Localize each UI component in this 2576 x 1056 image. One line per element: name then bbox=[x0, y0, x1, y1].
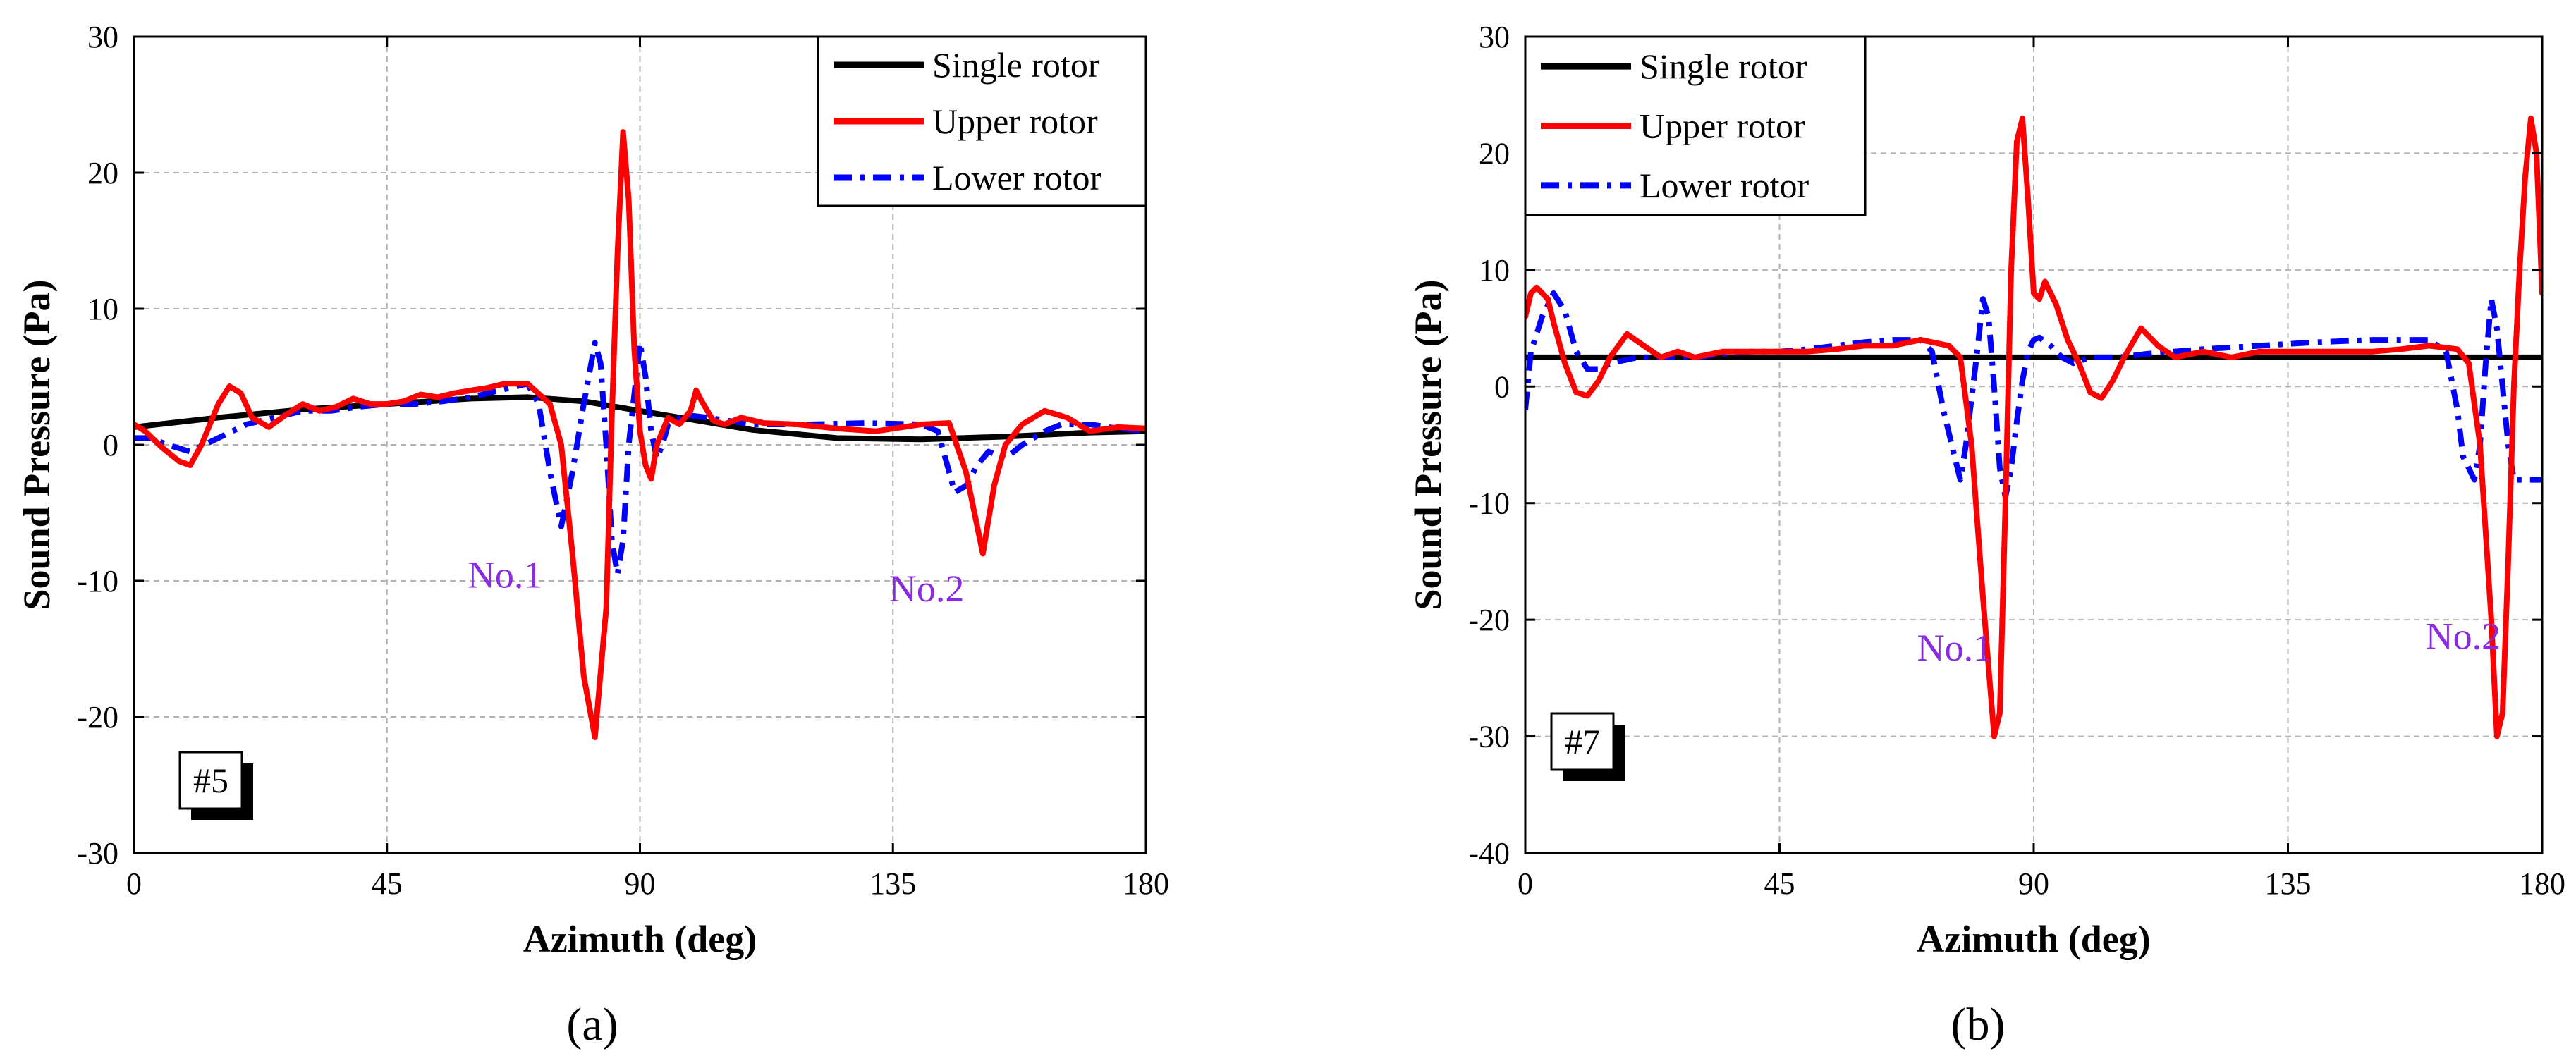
y-axis-label: Sound Pressure (Pa) bbox=[16, 279, 58, 610]
legend-label-single-rotor: Single rotor bbox=[932, 45, 1100, 85]
x-tick-label: 45 bbox=[372, 866, 403, 901]
x-axis-label: Azimuth (deg) bbox=[523, 918, 757, 960]
series-group bbox=[134, 129, 1146, 740]
panel-b-label: (b) bbox=[1951, 999, 2006, 1050]
series-group bbox=[1525, 115, 2542, 739]
y-tick-label: -20 bbox=[1468, 603, 1510, 637]
case-tag-box bbox=[178, 751, 243, 810]
x-axis-label: Azimuth (deg) bbox=[1917, 918, 2150, 960]
y-tick-label: -30 bbox=[1468, 720, 1510, 754]
annotation-no1: No.1 bbox=[468, 554, 543, 596]
legend-label-single-rotor: Single rotor bbox=[1640, 47, 1807, 86]
x-tick-label: 135 bbox=[2265, 866, 2312, 901]
y-tick-label: -40 bbox=[1468, 836, 1510, 871]
chart-panel-a: 0 45 90 135 180 -30 -20 -10 0 10 20 30 Azimuth (deg)… bbox=[16, 20, 1169, 960]
y-tick-label: 30 bbox=[87, 20, 118, 54]
x-tick-label: 180 bbox=[2519, 866, 2565, 901]
series-line-upper-rotor bbox=[134, 129, 1146, 740]
y-tick-label: -20 bbox=[77, 700, 118, 735]
chart-panel-b: 0 45 90 135 180 -40 -30 -20 -10 0 10 20 30 Azimuth (d… bbox=[1407, 20, 2565, 960]
panel-a-label: (a) bbox=[566, 999, 618, 1050]
y-tick-label: 20 bbox=[87, 156, 118, 190]
legend-label-upper-rotor: Upper rotor bbox=[1640, 106, 1805, 146]
y-tick-label: -30 bbox=[77, 836, 118, 871]
annotation-no2: No.2 bbox=[2426, 615, 2501, 658]
x-tick-label: 180 bbox=[1123, 866, 1169, 901]
legend-label-upper-rotor: Upper rotor bbox=[932, 102, 1098, 141]
series-line-lower-rotor bbox=[134, 340, 1146, 577]
series-line-upper-rotor bbox=[1525, 115, 2542, 739]
y-tick-label: 20 bbox=[1479, 136, 1510, 171]
x-tick-label: 0 bbox=[126, 866, 142, 901]
x-tick-label: 90 bbox=[625, 866, 656, 901]
series-line-lower-rotor bbox=[1525, 290, 2542, 501]
y-tick-label: -10 bbox=[1468, 486, 1510, 521]
y-axis-label: Sound Pressure (Pa) bbox=[1407, 279, 1449, 610]
y-tick-label: 30 bbox=[1479, 20, 1510, 54]
case-tag-box bbox=[1550, 712, 1615, 771]
legend-label-lower-rotor: Lower rotor bbox=[932, 158, 1102, 197]
x-tick-label: 135 bbox=[869, 866, 916, 901]
annotation-no2: No.2 bbox=[889, 567, 965, 610]
y-tick-label: 0 bbox=[103, 428, 118, 462]
case-tag: #7 bbox=[1565, 722, 1600, 761]
y-tick-label: 10 bbox=[87, 292, 118, 326]
legend-label-lower-rotor: Lower rotor bbox=[1640, 166, 1809, 205]
y-tick-label: -10 bbox=[77, 564, 118, 598]
y-tick-label: 10 bbox=[1479, 253, 1510, 288]
y-tick-label: 0 bbox=[1494, 369, 1510, 404]
annotation-no1: No.1 bbox=[1917, 627, 1993, 669]
x-tick-label: 90 bbox=[2018, 866, 2049, 901]
x-tick-label: 0 bbox=[1518, 866, 1533, 901]
case-tag: #5 bbox=[193, 761, 228, 800]
x-tick-label: 45 bbox=[1764, 866, 1795, 901]
